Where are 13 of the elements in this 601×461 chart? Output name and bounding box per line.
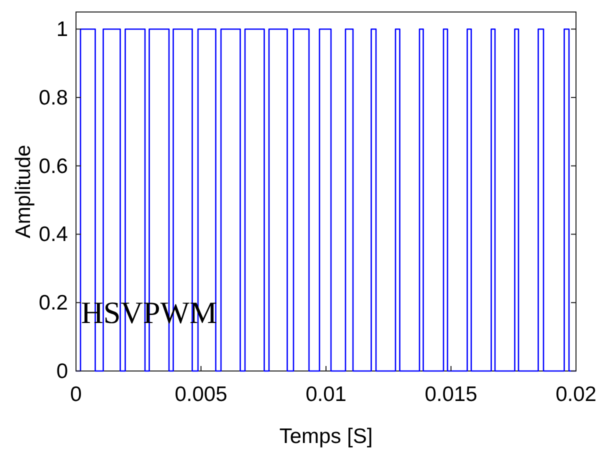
x-tick-label: 0.005 xyxy=(174,383,228,406)
y-tick-label: 0.2 xyxy=(38,292,68,315)
y-tick-label: 1 xyxy=(56,18,68,42)
y-axis-title: Amplitude xyxy=(12,144,35,238)
y-tick-label: 0 xyxy=(56,360,68,383)
x-axis-title: Temps [S] xyxy=(279,425,373,448)
x-tick-label: 0.02 xyxy=(556,383,596,406)
x-tick-label: 0.015 xyxy=(424,383,478,406)
x-tick-label: 0 xyxy=(70,383,82,406)
x-tick-label: 0.01 xyxy=(306,383,346,406)
y-tick-label: 0.6 xyxy=(38,154,68,178)
y-tick-label: 0.8 xyxy=(38,86,68,110)
y-tick-label: 0.4 xyxy=(38,223,68,246)
